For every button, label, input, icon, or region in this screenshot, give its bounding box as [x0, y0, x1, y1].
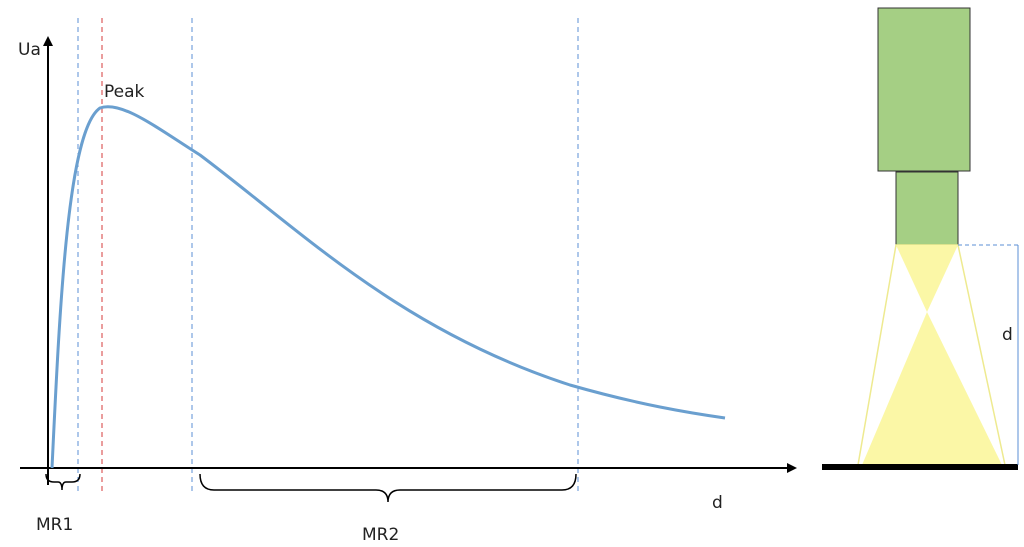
sensor-body: [877, 7, 971, 172]
curve: [50, 105, 726, 469]
brace: [45, 473, 81, 491]
sensor-lens: [895, 171, 959, 246]
guide-lines: [77, 18, 579, 495]
beam: [862, 312, 1002, 465]
y-axis-label: Ua: [18, 40, 41, 60]
brace: [199, 473, 577, 503]
beam: [896, 245, 958, 312]
range-label: MR2: [362, 525, 399, 545]
distance-label: d: [1002, 325, 1013, 345]
range-label: MR1: [36, 515, 73, 535]
sensor: d: [822, 7, 1020, 470]
x-axis-label: d: [712, 493, 723, 513]
peak-label: Peak: [104, 82, 145, 102]
